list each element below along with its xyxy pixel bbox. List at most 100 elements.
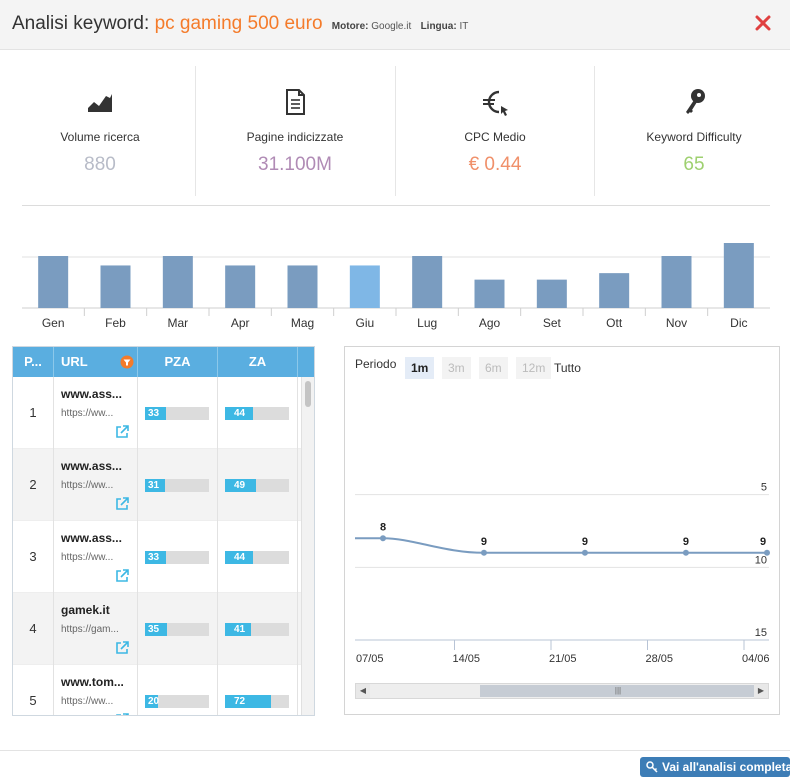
pza-bar-fill — [145, 551, 167, 564]
data-point[interactable] — [480, 549, 487, 556]
x-tick-label: 21/05 — [549, 653, 577, 665]
column-header-url[interactable]: URL — [54, 347, 138, 377]
stat-value: € 0.44 — [468, 154, 522, 175]
external-link-icon[interactable] — [114, 424, 130, 440]
stat-divider — [594, 66, 595, 196]
bar[interactable] — [536, 279, 567, 308]
chart-scrollbar[interactable]: ◀ ||| ▶ — [355, 683, 769, 699]
period-6m-button[interactable]: 6m — [479, 357, 508, 379]
serp-table: P... URL PZA ZA 1 www.ass... https://ww...… — [12, 346, 315, 716]
url-cell: www.ass... https://ww... — [54, 521, 138, 593]
za-value: 44 — [234, 408, 246, 419]
position-cell: 1 — [13, 377, 54, 449]
table-row[interactable]: 1 www.ass... https://ww... 33 44 — [13, 377, 301, 449]
bar[interactable] — [599, 273, 630, 308]
table-row[interactable]: 5 www.tom... https://ww... 20 72 — [13, 665, 301, 716]
bar[interactable] — [100, 265, 131, 308]
pza-bar-fill — [145, 479, 165, 492]
title-prefix: Analisi keyword: — [12, 13, 150, 34]
filter-icon[interactable] — [120, 355, 134, 369]
domain-link[interactable]: www.ass... — [61, 387, 122, 401]
stat-difficulty: Keyword Difficulty 65 — [594, 66, 790, 196]
pza-bar-fill — [145, 695, 158, 708]
url-cell: www.tom... https://ww... — [54, 665, 138, 716]
language-meta: Lingua: IT — [421, 21, 469, 32]
period-1m-button[interactable]: 1m — [405, 357, 435, 379]
stat-label: Keyword Difficulty — [646, 130, 742, 144]
pza-bar: 33 — [145, 551, 209, 564]
x-tick-label: Gen — [42, 316, 65, 330]
footer-divider — [0, 750, 790, 751]
key-icon — [646, 761, 658, 773]
table-header: P... URL PZA ZA — [13, 347, 314, 377]
column-header-position[interactable]: P... — [13, 347, 54, 377]
bar[interactable] — [412, 256, 443, 308]
za-value: 49 — [234, 480, 246, 491]
column-header-pza[interactable]: PZA — [138, 347, 218, 377]
key-icon — [686, 89, 705, 114]
domain-link[interactable]: www.tom... — [61, 675, 124, 689]
language-label: Lingua: — [420, 21, 457, 32]
pza-value: 31 — [148, 480, 160, 491]
bar[interactable] — [661, 256, 692, 308]
period-12m-button[interactable]: 12m — [516, 357, 552, 379]
external-link-icon[interactable] — [114, 640, 130, 656]
bar[interactable] — [287, 265, 318, 308]
domain-link[interactable]: www.ass... — [61, 459, 122, 473]
position-cell: 5 — [13, 665, 54, 715]
domain-link[interactable]: gamek.it — [61, 603, 110, 617]
url-cell: gamek.it https://gam... — [54, 593, 138, 665]
za-bar: 44 — [225, 407, 289, 420]
table-row[interactable]: 3 www.ass... https://ww... 33 44 — [13, 521, 301, 593]
close-icon[interactable] — [752, 12, 774, 34]
table-row[interactable]: 2 www.ass... https://ww... 31 49 — [13, 449, 301, 521]
modal-header: Analisi keyword: pc gaming 500 euro Moto… — [0, 0, 790, 50]
za-bar: 41 — [225, 623, 289, 636]
stat-label: Pagine indicizzate — [246, 130, 344, 144]
scroll-left-arrow[interactable]: ◀ — [356, 684, 370, 698]
bar[interactable] — [474, 279, 505, 308]
x-tick-label: Apr — [231, 316, 250, 330]
full-analysis-button[interactable]: Vai all'analisi completa — [640, 757, 790, 777]
chart-scroll-thumb[interactable]: ||| — [480, 685, 756, 697]
keyword-text: pc gaming 500 euro — [154, 13, 323, 34]
external-link-icon[interactable] — [114, 496, 130, 512]
x-tick-label: Giu — [355, 316, 374, 330]
period-3m-button[interactable]: 3m — [442, 357, 471, 379]
pza-bar-fill — [145, 623, 168, 636]
series-line — [355, 537, 767, 554]
scroll-right-arrow[interactable]: ▶ — [754, 684, 768, 698]
external-link-icon[interactable] — [114, 568, 130, 584]
url-text: https://ww... — [61, 696, 114, 707]
full-analysis-label: Vai all'analisi completa — [662, 760, 790, 774]
column-header-za[interactable]: ZA — [218, 347, 298, 377]
za-bar: 72 — [225, 695, 289, 708]
table-scroll-thumb[interactable] — [305, 381, 311, 407]
table-body: 1 www.ass... https://ww... 33 44 2 www.ass... h… — [13, 377, 301, 716]
data-point[interactable] — [764, 549, 770, 556]
za-bar-fill — [225, 695, 272, 708]
stat-value: 880 — [84, 154, 116, 175]
x-tick-label: 14/05 — [453, 653, 481, 665]
position-cell: 3 — [13, 521, 54, 593]
za-value: 72 — [234, 696, 246, 707]
bar[interactable] — [225, 265, 256, 308]
bar[interactable] — [38, 256, 69, 308]
url-cell: www.ass... https://ww... — [54, 377, 138, 449]
domain-link[interactable]: www.ass... — [61, 531, 122, 545]
bar[interactable] — [162, 256, 193, 308]
stat-divider — [395, 66, 396, 196]
stat-cpc: CPC Medio € 0.44 — [395, 66, 595, 196]
pza-bar: 35 — [145, 623, 209, 636]
data-point[interactable] — [581, 549, 588, 556]
data-point[interactable] — [380, 535, 386, 542]
keyword-stats: Volume ricerca 880 Pagine indicizzate 31… — [0, 66, 790, 196]
period-all-button[interactable]: Tutto — [554, 361, 581, 375]
external-link-icon[interactable] — [114, 712, 130, 716]
euro-cursor-icon — [483, 90, 508, 116]
data-point[interactable] — [682, 549, 689, 556]
bar[interactable] — [349, 265, 380, 308]
table-row[interactable]: 4 gamek.it https://gam... 35 41 — [13, 593, 301, 665]
table-scrollbar[interactable] — [301, 377, 314, 715]
bar[interactable] — [723, 243, 754, 308]
